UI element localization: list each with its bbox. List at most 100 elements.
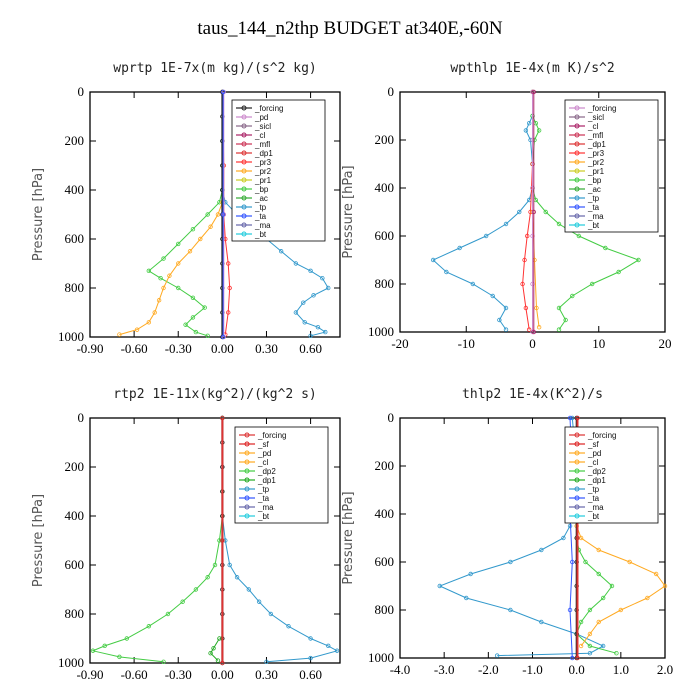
data-point-bp: [576, 233, 582, 239]
legend-marker: [244, 486, 250, 492]
legend-marker: [574, 504, 580, 510]
data-point-tp: [503, 305, 509, 311]
data-point-cl: [531, 329, 537, 335]
legend-marker: [574, 459, 580, 465]
x-tick-label: 0.30: [255, 667, 278, 682]
legend-label: _tp: [257, 485, 270, 494]
y-tick-label: 1000: [58, 329, 84, 344]
data-point-pr2: [198, 236, 203, 242]
data-point-pr2: [587, 631, 593, 637]
legend-marker: [574, 159, 580, 165]
y-tick-label: 800: [375, 602, 395, 617]
data-point-bp: [587, 607, 593, 613]
legend-label: _ma: [587, 503, 604, 512]
data-point-tp: [308, 636, 313, 641]
figure-title: taus_144_n2thp BUDGET at340E,-60N: [197, 18, 503, 39]
data-point-pr2: [208, 224, 213, 229]
legend: _forcing_sf_pd_cl_dp2_dp1_tp_ta_ma_bt: [234, 426, 329, 524]
data-point-bp: [90, 648, 96, 653]
chart-panel-4: thlp2 1E-4x(K^2)/s Pressure [hPa] -4.0 -3.0…: [341, 387, 673, 677]
legend-label: _sicl: [587, 113, 604, 122]
data-point-tp: [268, 611, 274, 617]
data-point-tp: [246, 587, 252, 592]
data-point-tp: [302, 320, 307, 325]
legend-marker: [241, 213, 247, 219]
y-tick-label: 400: [375, 506, 395, 521]
legend-label: _mfl: [587, 131, 603, 140]
legend-marker: [244, 495, 250, 501]
data-point-bp: [146, 624, 152, 629]
x-tick-label: -3.0: [434, 662, 455, 677]
data-point-pr3: [226, 261, 231, 266]
data-point-bp: [616, 269, 621, 275]
legend-label: _bp: [254, 185, 269, 194]
data-point-pr2: [596, 619, 601, 625]
legend-marker: [574, 204, 580, 210]
data-point-pr2: [161, 285, 166, 291]
data-point-tp: [234, 575, 240, 580]
legend-label: _pr2: [587, 158, 605, 167]
legend: _forcing_pd_sicl_cl_mfl_dp1_pr3_pr2_pr1_…: [231, 99, 326, 242]
x-tick-label: -0.60: [121, 667, 148, 682]
data-point-bp: [556, 327, 562, 332]
data-point-tp: [326, 643, 331, 649]
legend-marker: [241, 159, 247, 165]
y-tick-label: 1000: [368, 650, 394, 665]
y-tick-label: 400: [375, 180, 395, 195]
data-point-bp: [161, 659, 166, 664]
data-point-tp: [490, 293, 495, 299]
data-point-tp: [503, 327, 509, 332]
y-axis-label: Pressure [hPa]: [341, 165, 356, 258]
data-point-pr2: [662, 583, 668, 589]
data-point-tp: [444, 269, 449, 275]
x-tick-label: -1.0: [522, 662, 543, 677]
legend-marker: [574, 495, 580, 501]
legend-marker: [241, 141, 247, 147]
legend-marker: [574, 123, 580, 129]
series-line-dp2: [209, 638, 220, 661]
legend-label: _ta: [257, 494, 270, 503]
data-point-bp: [205, 212, 210, 217]
legend-label: _bt: [254, 230, 267, 239]
x-tick-label: 0.30: [255, 341, 278, 356]
legend-label: _sicl: [254, 122, 271, 131]
data-point-bp: [587, 643, 593, 649]
data-point-pr3: [522, 257, 527, 263]
series-line-pr2: [119, 202, 223, 336]
y-axis-label: Pressure [hPa]: [31, 168, 46, 261]
data-point-dp1: [575, 535, 580, 541]
legend-label: _pd: [257, 449, 271, 458]
legend-label: _tp: [254, 203, 267, 212]
legend-marker: [244, 459, 250, 465]
data-point-dp2: [211, 646, 216, 651]
series-line-tp: [432, 92, 533, 330]
y-tick-label: 200: [375, 132, 395, 147]
data-point-tp: [523, 128, 529, 133]
legend-marker: [244, 504, 250, 510]
y-tick-label: 1000: [368, 324, 394, 339]
data-point-dp2: [208, 651, 213, 656]
x-tick-label: -20: [391, 336, 408, 351]
data-point-bp: [102, 643, 107, 649]
y-tick-label: 400: [65, 182, 85, 197]
data-point-bp: [176, 241, 181, 247]
y-tick-label: 600: [375, 554, 395, 569]
data-point-tp: [508, 559, 513, 565]
legend-label: _ma: [257, 503, 274, 512]
data-point-bp: [563, 317, 568, 323]
data-point-bp: [536, 128, 542, 133]
data-point-bp: [202, 305, 207, 310]
legend-label: _forcing: [257, 431, 286, 440]
legend-label: _dp2: [257, 467, 276, 476]
data-point-ta: [567, 415, 573, 421]
legend: _forcing_sicl_cl_mfl_dp1_pr3_pr2_pr1_bp_…: [564, 99, 659, 233]
legend-marker: [241, 150, 247, 156]
legend-marker: [241, 105, 247, 111]
legend-label: _pr3: [587, 149, 605, 158]
legend-marker: [574, 195, 580, 201]
data-point-bp: [600, 595, 606, 601]
legend-marker: [244, 477, 250, 483]
data-point-tp: [293, 261, 299, 266]
x-tick-label: 0.00: [211, 667, 234, 682]
legend-marker: [574, 432, 580, 438]
